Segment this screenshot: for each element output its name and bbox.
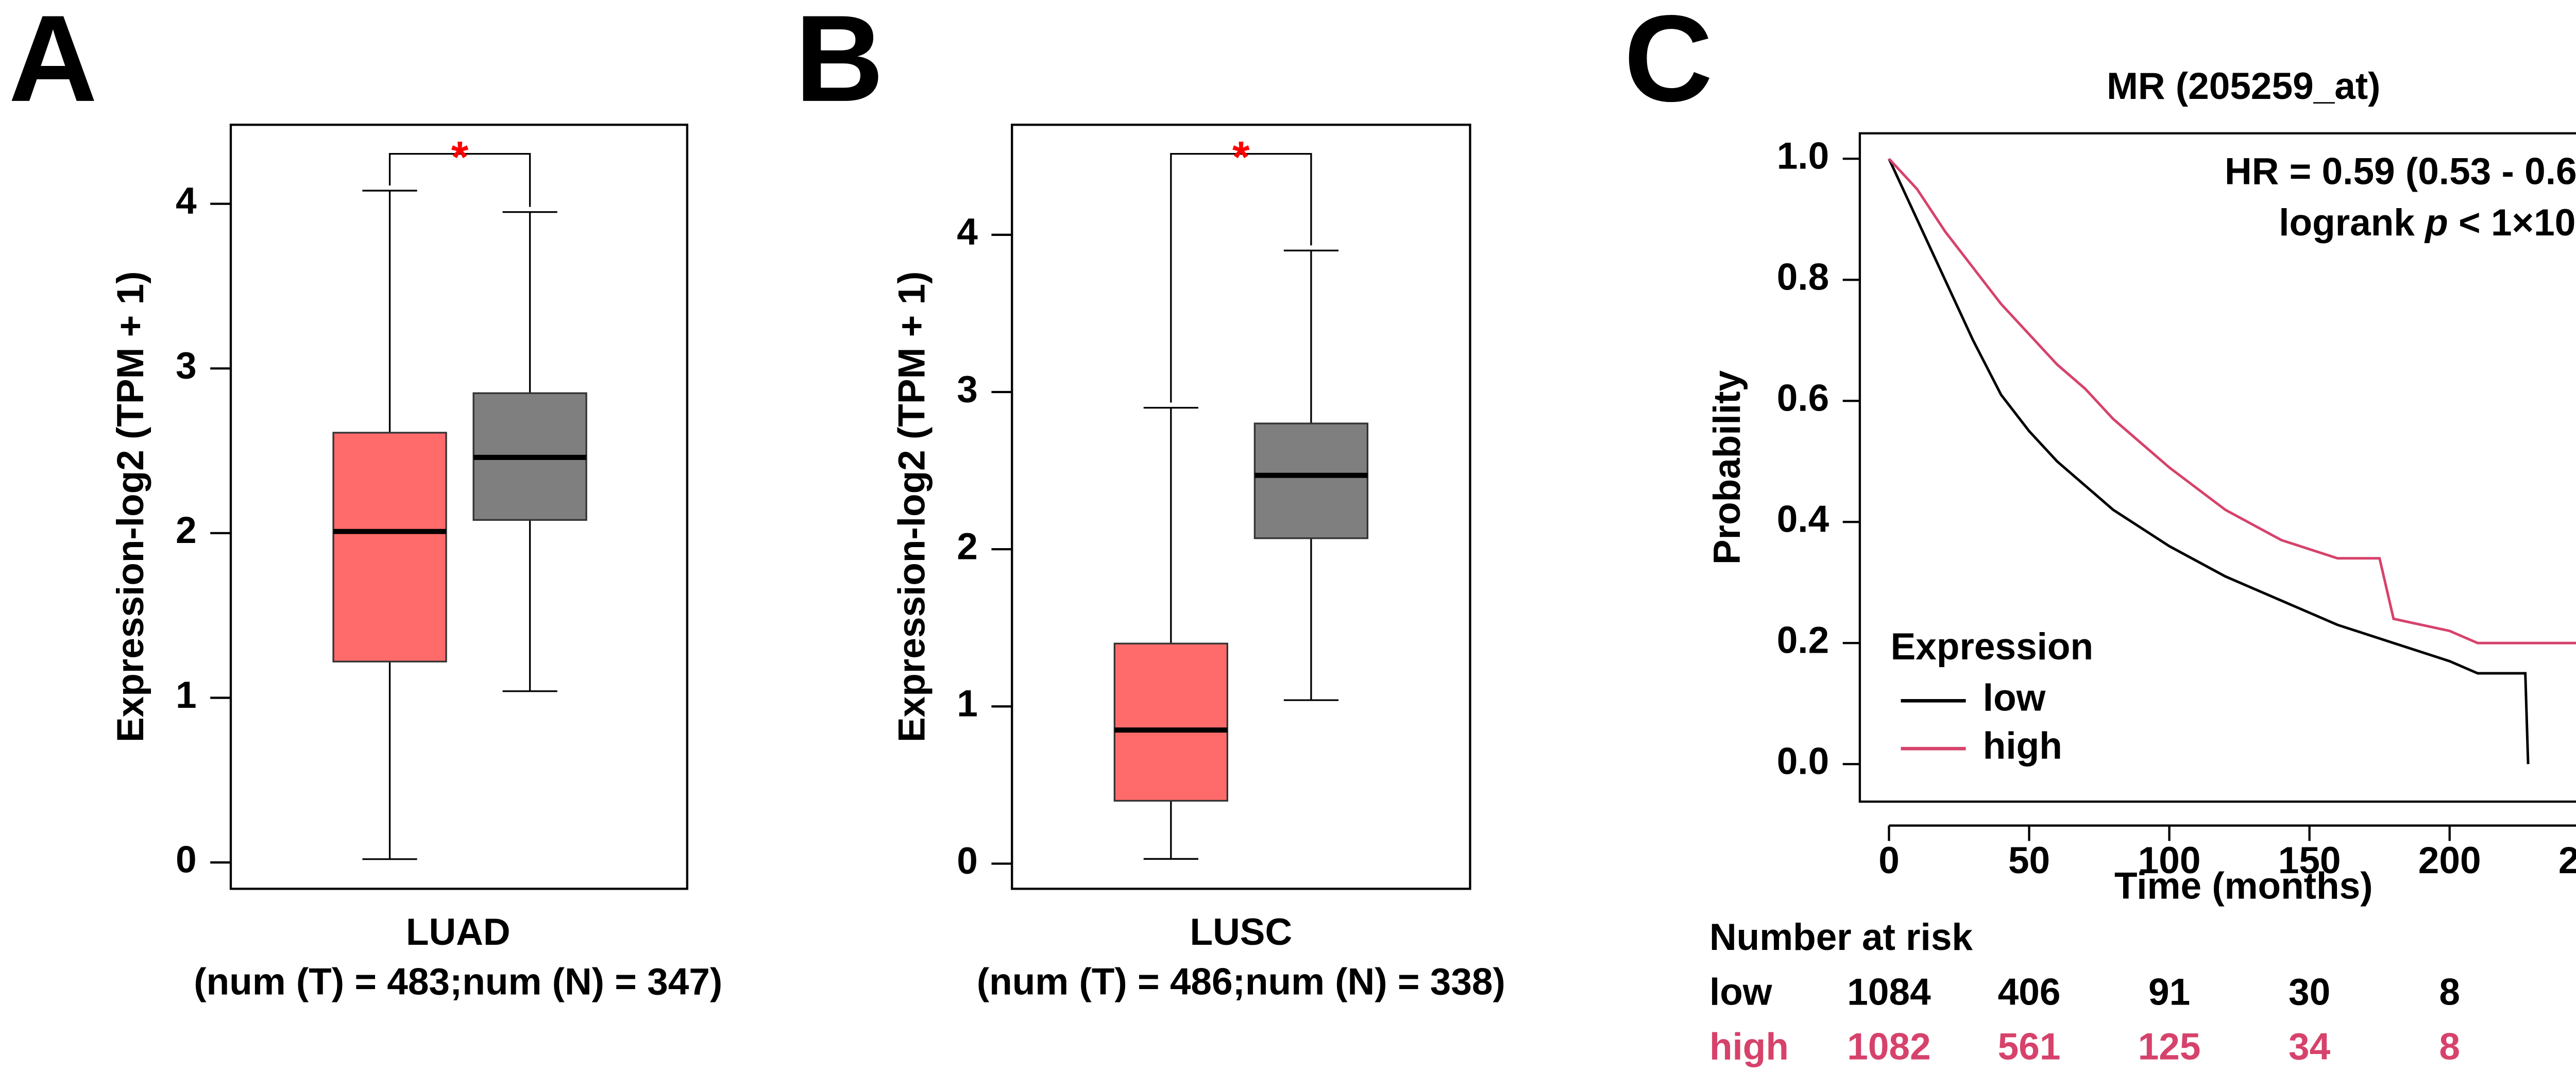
plot-frame xyxy=(229,124,688,890)
legend-title: Expression xyxy=(1891,626,2093,668)
y-tick-label: 2 xyxy=(176,509,197,551)
risk-count: 8 xyxy=(2439,971,2460,1013)
y-tick-label: 0.0 xyxy=(1777,741,1829,783)
box xyxy=(1113,642,1228,802)
annotation-part: < 1×10 xyxy=(2448,202,2576,244)
legend-label: low xyxy=(1983,677,2046,719)
x-tick-label: 150 xyxy=(2278,840,2341,881)
y-tick-label: 4 xyxy=(176,180,197,222)
risk-count: 1082 xyxy=(1847,1026,1930,1067)
annotation-part: p xyxy=(2424,202,2448,244)
risk-count: 30 xyxy=(2289,971,2330,1013)
x-axis-label: (num (T) = 483;num (N) = 347) xyxy=(194,961,722,1002)
box xyxy=(332,432,447,662)
y-tick-label: 0.8 xyxy=(1777,256,1829,298)
y-tick-label: 4 xyxy=(957,211,978,253)
x-tick-label: 200 xyxy=(2418,840,2481,881)
y-tick-label: 0 xyxy=(176,839,197,880)
x-tick-label: 50 xyxy=(2008,840,2050,881)
panel-letter: A xyxy=(9,0,98,127)
significance-bracket xyxy=(1170,152,1312,403)
plot-frame xyxy=(1858,132,2576,803)
risk-count: 1084 xyxy=(1847,971,1931,1013)
significance-mark: * xyxy=(451,133,469,182)
annotation: logrank p < 1×10-16 xyxy=(2279,197,2576,244)
annotation-part: logrank xyxy=(2279,202,2425,244)
risk-count: 34 xyxy=(2289,1026,2331,1067)
y-tick-label: 3 xyxy=(176,345,197,387)
panel-letter: C xyxy=(1624,0,1713,127)
y-tick-label: 0.6 xyxy=(1777,377,1829,419)
x-axis-label: LUSC xyxy=(1190,911,1292,953)
panel-letter: B xyxy=(795,0,884,127)
x-axis-label: LUAD xyxy=(406,911,511,953)
plot-frame xyxy=(1011,124,1471,890)
annotation: HR = 0.59 (0.53 - 0.67) xyxy=(2225,151,2576,193)
y-tick-label: 1 xyxy=(957,683,978,725)
y-tick-label: 1 xyxy=(176,674,197,716)
risk-row-label: high xyxy=(1709,1026,1789,1067)
y-axis-label: Expression-log2 (TPM + 1) xyxy=(891,271,933,743)
y-tick-label: 0.2 xyxy=(1777,620,1829,661)
x-axis-label: (num (T) = 486;num (N) = 338) xyxy=(977,961,1505,1002)
y-axis-label: Expression-log2 (TPM + 1) xyxy=(110,271,151,743)
y-tick-label: 2 xyxy=(957,525,978,567)
risk-count: 91 xyxy=(2148,971,2190,1013)
box xyxy=(1253,422,1369,539)
significance-bracket xyxy=(388,152,531,207)
y-tick-label: 3 xyxy=(957,368,978,410)
y-tick-label: 0 xyxy=(957,840,978,882)
risk-count: 8 xyxy=(2439,1026,2460,1067)
x-tick-label: 0 xyxy=(1878,840,1900,881)
significance-mark: * xyxy=(1232,133,1250,182)
y-tick-label: 0.4 xyxy=(1777,498,1829,540)
survival-curve xyxy=(1888,158,2576,644)
survival-curve xyxy=(1888,158,2530,764)
x-tick-label: 100 xyxy=(2138,840,2201,881)
chart-title: MR (205259_at) xyxy=(2107,65,2380,107)
x-tick-label: 250 xyxy=(2558,840,2576,881)
x-axis-label: Time (months) xyxy=(2114,865,2372,907)
risk-table-title: Number at risk xyxy=(1709,916,1973,958)
y-axis-label: Probability xyxy=(1706,370,1748,565)
risk-count: 125 xyxy=(2138,1026,2201,1067)
risk-count: 561 xyxy=(1998,1026,2061,1067)
risk-count: 406 xyxy=(1998,971,2061,1013)
risk-row-label: low xyxy=(1709,971,1772,1013)
legend-label: high xyxy=(1983,725,2062,767)
y-tick-label: 1.0 xyxy=(1777,135,1829,177)
